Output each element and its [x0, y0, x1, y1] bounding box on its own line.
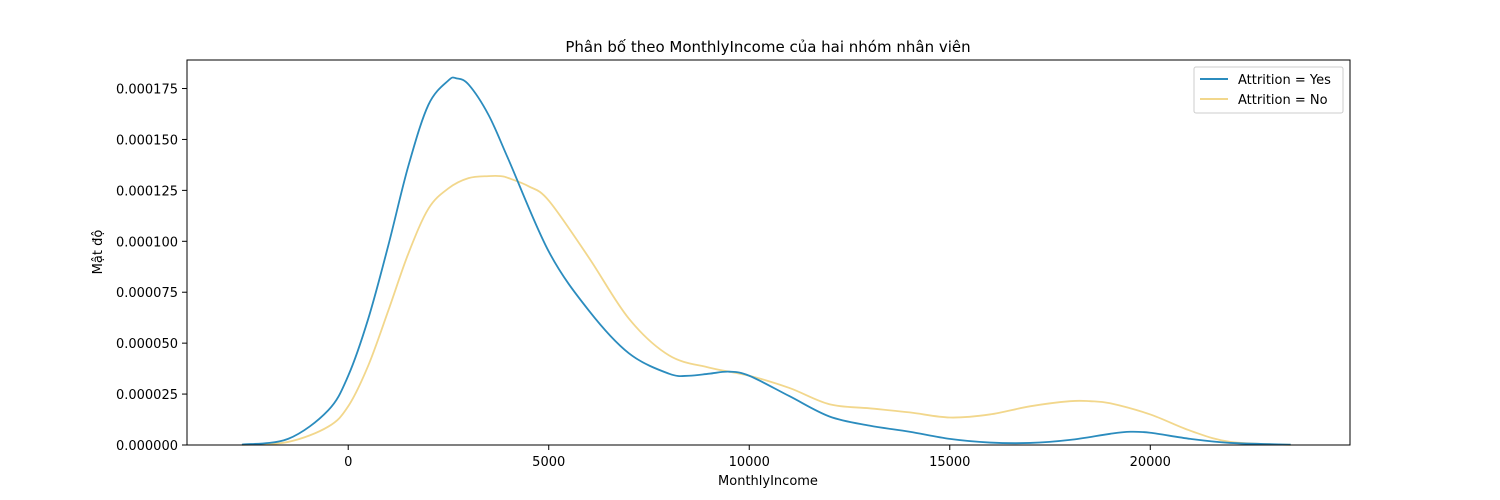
- y-tick-label: 0.000000: [116, 439, 178, 454]
- legend-label-attrition-yes: Attrition = Yes: [1238, 73, 1331, 88]
- y-tick-label: 0.000150: [116, 133, 178, 148]
- y-tick-label: 0.000075: [116, 286, 178, 301]
- y-tick-label: 0.000050: [116, 337, 178, 352]
- legend-frame: [1193, 66, 1344, 114]
- series-line-attrition-yes: [241, 76, 1291, 446]
- series-line-attrition-no: [241, 174, 1291, 446]
- x-axis: 0 5000 10000 15000 20000: [344, 445, 1171, 470]
- y-axis-label: Mật độ: [91, 230, 106, 275]
- legend-label-attrition-no: Attrition = No: [1238, 93, 1328, 108]
- series-layer: [241, 76, 1291, 446]
- x-tick-label: 15000: [929, 455, 970, 470]
- legend: Attrition = Yes Attrition = No: [1193, 66, 1344, 114]
- plot-frame: [186, 59, 1351, 446]
- y-tick-label: 0.000100: [116, 235, 178, 250]
- plot-area: [186, 59, 1351, 446]
- y-tick-label: 0.000125: [116, 184, 178, 199]
- x-tick-label: 0: [344, 455, 352, 470]
- chart-title: Phân bố theo MonthlyIncome của hai nhóm …: [565, 38, 970, 56]
- x-axis-label: MonthlyIncome: [718, 474, 818, 489]
- y-axis: 0.000000 0.000025 0.000050 0.000075 0.000100…: [116, 83, 187, 454]
- x-tick-label: 5000: [532, 455, 565, 470]
- x-tick-label: 20000: [1130, 455, 1171, 470]
- y-tick-label: 0.000025: [116, 388, 178, 403]
- x-tick-label: 10000: [729, 455, 770, 470]
- y-tick-label: 0.000175: [116, 83, 178, 98]
